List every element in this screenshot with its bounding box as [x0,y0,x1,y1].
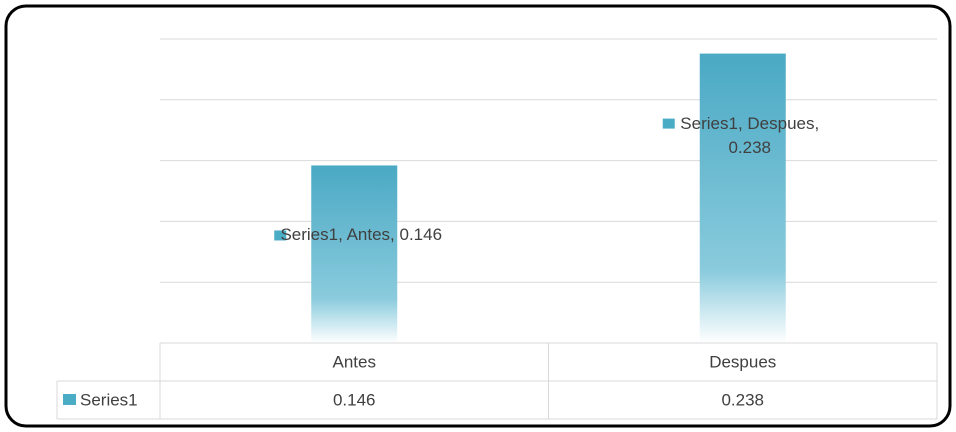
table-category: Despues [709,352,776,371]
bar [311,165,398,343]
data-label: Series1, Antes, 0.146 [280,225,443,245]
table-value: 0.238 [721,390,764,409]
legend-label: Series1 [80,390,138,409]
chart-border [4,4,952,428]
data-label: Series1, Despues, 0.238 [680,113,820,157]
legend-key [63,394,76,405]
table-category: Antes [333,352,376,371]
data-label-marker [662,118,675,129]
table-value: 0.146 [333,390,376,409]
bar [699,53,786,343]
data-label-marker [274,230,287,241]
